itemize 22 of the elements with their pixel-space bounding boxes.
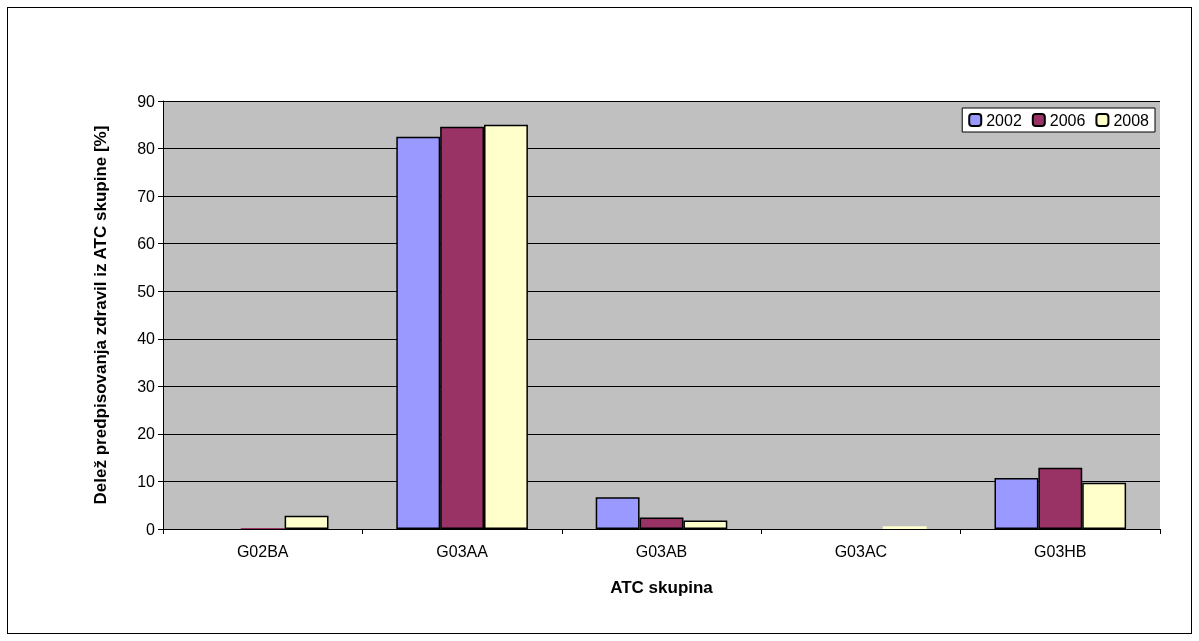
legend-label: 2008 bbox=[1113, 111, 1150, 129]
y-tick-label: 90 bbox=[137, 92, 156, 110]
bar bbox=[882, 526, 927, 529]
x-axis-title: ATC skupina bbox=[610, 578, 714, 597]
x-tick-label: G03AB bbox=[635, 542, 688, 560]
y-tick-label: 30 bbox=[137, 377, 156, 395]
y-tick-label: 80 bbox=[137, 140, 156, 158]
y-tick-label: 40 bbox=[137, 330, 156, 348]
y-tick-label: 0 bbox=[146, 520, 156, 538]
x-tick-label: G03HB bbox=[1034, 542, 1087, 560]
legend-label: 2002 bbox=[986, 111, 1022, 129]
y-tick-label: 50 bbox=[137, 282, 156, 300]
y-tick-label: 70 bbox=[137, 187, 156, 205]
y-tick-label: 60 bbox=[137, 235, 156, 253]
y-axis-title: Delež predpisovanja zdravil iz ATC skupine [%] bbox=[90, 125, 110, 505]
x-tick-label: G03AC bbox=[834, 542, 888, 560]
y-tick-label: 10 bbox=[137, 472, 156, 490]
legend-label: 2006 bbox=[1049, 111, 1086, 129]
y-tick-label: 20 bbox=[137, 425, 156, 443]
x-tick-label: G02BA bbox=[236, 542, 289, 560]
x-tick-label: G03AA bbox=[436, 542, 489, 560]
bar bbox=[284, 515, 329, 529]
